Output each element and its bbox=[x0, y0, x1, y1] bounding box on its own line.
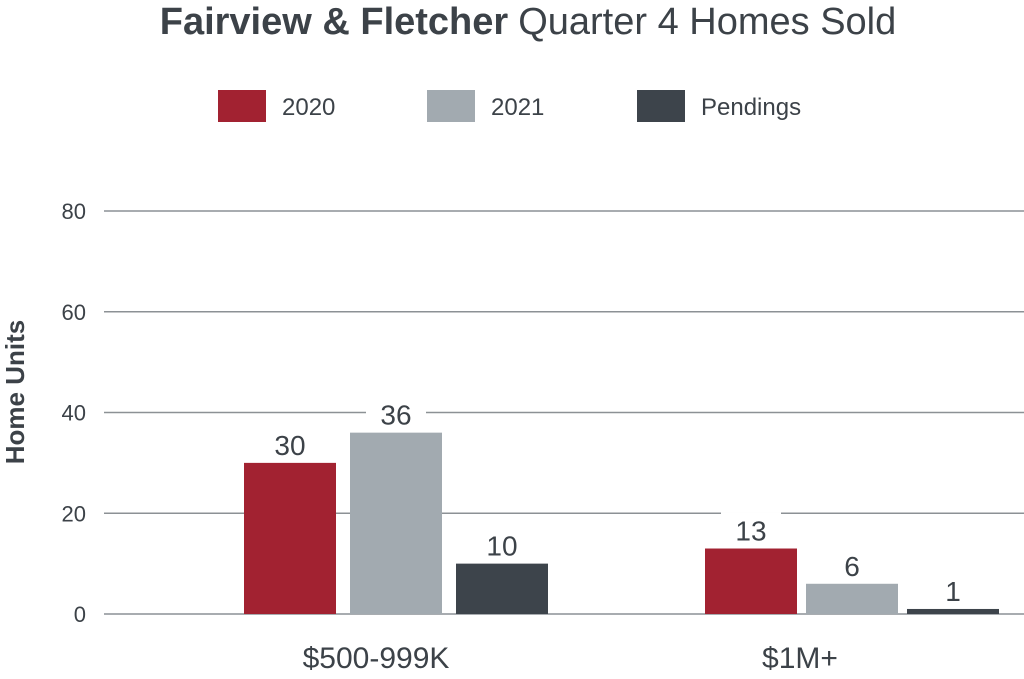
legend: 2020 2021 Pendings bbox=[218, 90, 801, 122]
data-labels: 30 36 10 13 6 1 bbox=[260, 396, 983, 607]
legend-swatch-2020 bbox=[218, 90, 266, 122]
bars bbox=[244, 432, 999, 614]
data-label-bg bbox=[472, 527, 532, 560]
data-label: 1 bbox=[945, 576, 961, 607]
data-label: 36 bbox=[380, 400, 411, 431]
legend-swatch-pendings bbox=[637, 90, 685, 122]
bar-2021 bbox=[806, 583, 898, 614]
y-tick-label: 60 bbox=[62, 300, 86, 325]
legend-swatch-2021 bbox=[427, 90, 475, 122]
grid-lines bbox=[104, 210, 1024, 615]
y-tick-label: 80 bbox=[62, 199, 86, 224]
data-label-bg bbox=[721, 512, 781, 545]
bar-pendings bbox=[456, 563, 548, 614]
bar-2020 bbox=[244, 462, 336, 614]
data-label-bg bbox=[366, 396, 426, 429]
data-label-bg bbox=[923, 572, 983, 605]
bar-pendings bbox=[907, 608, 999, 614]
y-axis-title: Home Units bbox=[0, 320, 30, 464]
category-label: $1M+ bbox=[762, 642, 838, 675]
legend-label: 2021 bbox=[491, 94, 544, 121]
legend-label: 2020 bbox=[282, 94, 335, 121]
data-label: 6 bbox=[844, 551, 860, 582]
y-tick-label: 20 bbox=[62, 501, 86, 526]
chart-title-bold: Fairview & Fletcher bbox=[160, 1, 509, 43]
data-label: 13 bbox=[735, 516, 766, 547]
legend-label: Pendings bbox=[701, 94, 801, 121]
chart-title-regular: Quarter 4 Homes Sold bbox=[518, 1, 896, 43]
data-label-bg bbox=[260, 426, 320, 459]
data-label: 10 bbox=[486, 531, 517, 562]
category-label: $500-999K bbox=[303, 642, 450, 675]
y-tick-label: 0 bbox=[74, 602, 86, 627]
bar-2020 bbox=[705, 548, 797, 614]
data-label: 30 bbox=[274, 430, 305, 461]
data-label-bg bbox=[822, 547, 882, 580]
y-tick-label: 40 bbox=[62, 401, 86, 426]
category-labels: $500-999K $1M+ bbox=[303, 642, 838, 675]
y-axis-ticks: 0 20 40 60 80 bbox=[62, 199, 86, 627]
chart-title: Fairview & Fletcher Quarter 4 Homes Sold bbox=[160, 1, 897, 43]
bar-2021 bbox=[350, 432, 442, 614]
